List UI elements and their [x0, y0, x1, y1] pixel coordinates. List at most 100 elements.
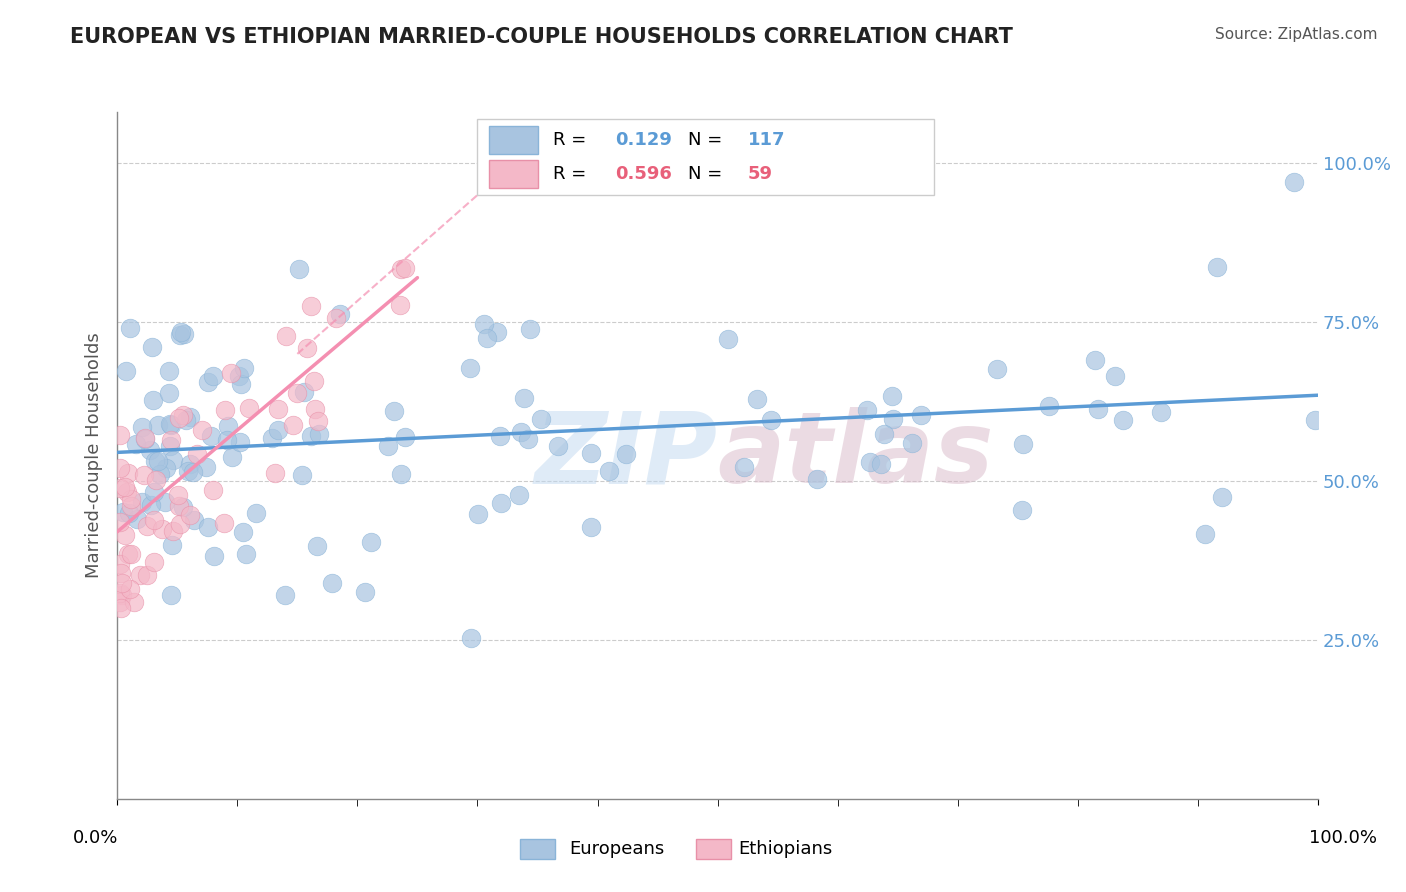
Point [202, 549, 225, 563]
Point [882, 412, 904, 426]
Point [150, 523, 173, 537]
Point [489, 429, 512, 443]
Point [108, 427, 131, 442]
Text: ZIP: ZIP [534, 407, 717, 504]
Point [1211, 490, 1233, 504]
Point [509, 425, 531, 440]
Point [183, 513, 205, 527]
Point [1012, 437, 1035, 451]
Point [530, 412, 553, 426]
Point [394, 430, 416, 444]
Point [115, 484, 138, 499]
Point [517, 432, 540, 446]
Point [200, 429, 222, 443]
Point [108, 481, 131, 495]
Point [112, 505, 135, 519]
Point [245, 506, 267, 520]
Point [179, 409, 201, 424]
Text: EUROPEAN VS ETHIOPIAN MARRIED-COUPLE HOUSEHOLDS CORRELATION CHART: EUROPEAN VS ETHIOPIAN MARRIED-COUPLE HOU… [70, 27, 1014, 46]
Point [136, 567, 159, 582]
Text: 59: 59 [748, 165, 773, 183]
Point [179, 457, 201, 471]
Point [304, 401, 326, 416]
Point [1087, 402, 1109, 417]
Point [1303, 413, 1326, 427]
Point [172, 408, 194, 422]
Point [579, 520, 602, 534]
Point [870, 457, 893, 471]
Point [716, 332, 738, 346]
Point [901, 435, 924, 450]
Point [266, 423, 288, 437]
Point [136, 518, 159, 533]
Point [169, 325, 191, 339]
Point [292, 385, 315, 400]
Point [115, 363, 138, 377]
Point [118, 321, 141, 335]
Point [467, 508, 489, 522]
Point [1112, 413, 1135, 427]
Bar [489, 126, 537, 153]
Point [389, 467, 412, 481]
Point [910, 408, 932, 422]
Point [229, 434, 252, 449]
Text: R =: R = [553, 131, 592, 149]
Point [160, 538, 183, 552]
Point [122, 595, 145, 609]
Point [181, 465, 204, 479]
Point [475, 331, 498, 345]
Point [120, 582, 142, 596]
Bar [478, 120, 934, 194]
Point [157, 386, 180, 401]
Point [153, 495, 176, 509]
Point [519, 322, 541, 336]
Point [859, 455, 882, 469]
Point [262, 431, 284, 445]
Point [806, 472, 828, 486]
Point [264, 467, 287, 481]
Point [489, 496, 512, 510]
Point [179, 508, 201, 522]
Point [747, 392, 769, 406]
Point [221, 366, 243, 380]
Point [131, 495, 153, 509]
Text: atlas: atlas [717, 407, 994, 504]
Point [146, 454, 169, 468]
Point [267, 402, 290, 417]
Point [733, 460, 755, 475]
Point [162, 524, 184, 539]
Text: R =: R = [553, 165, 592, 183]
Point [1084, 352, 1107, 367]
Point [169, 328, 191, 343]
Point [142, 392, 165, 407]
Point [856, 403, 879, 417]
Point [880, 389, 903, 403]
Point [1205, 260, 1227, 275]
Point [221, 450, 243, 464]
Point [394, 260, 416, 275]
Point [167, 499, 190, 513]
Point [360, 535, 382, 549]
Point [159, 439, 181, 453]
Point [155, 461, 177, 475]
Point [114, 528, 136, 542]
Point [167, 411, 190, 425]
Point [146, 417, 169, 432]
Point [321, 575, 343, 590]
Point [159, 589, 181, 603]
Point [114, 480, 136, 494]
Point [377, 438, 399, 452]
Point [131, 420, 153, 434]
Point [460, 631, 482, 645]
Point [201, 369, 224, 384]
Point [281, 417, 304, 432]
Point [118, 506, 141, 520]
Point [228, 368, 250, 383]
Point [138, 443, 160, 458]
Point [460, 360, 482, 375]
Point [141, 340, 163, 354]
Point [169, 516, 191, 531]
Point [167, 488, 190, 502]
Point [1038, 399, 1060, 413]
Point [134, 431, 156, 445]
